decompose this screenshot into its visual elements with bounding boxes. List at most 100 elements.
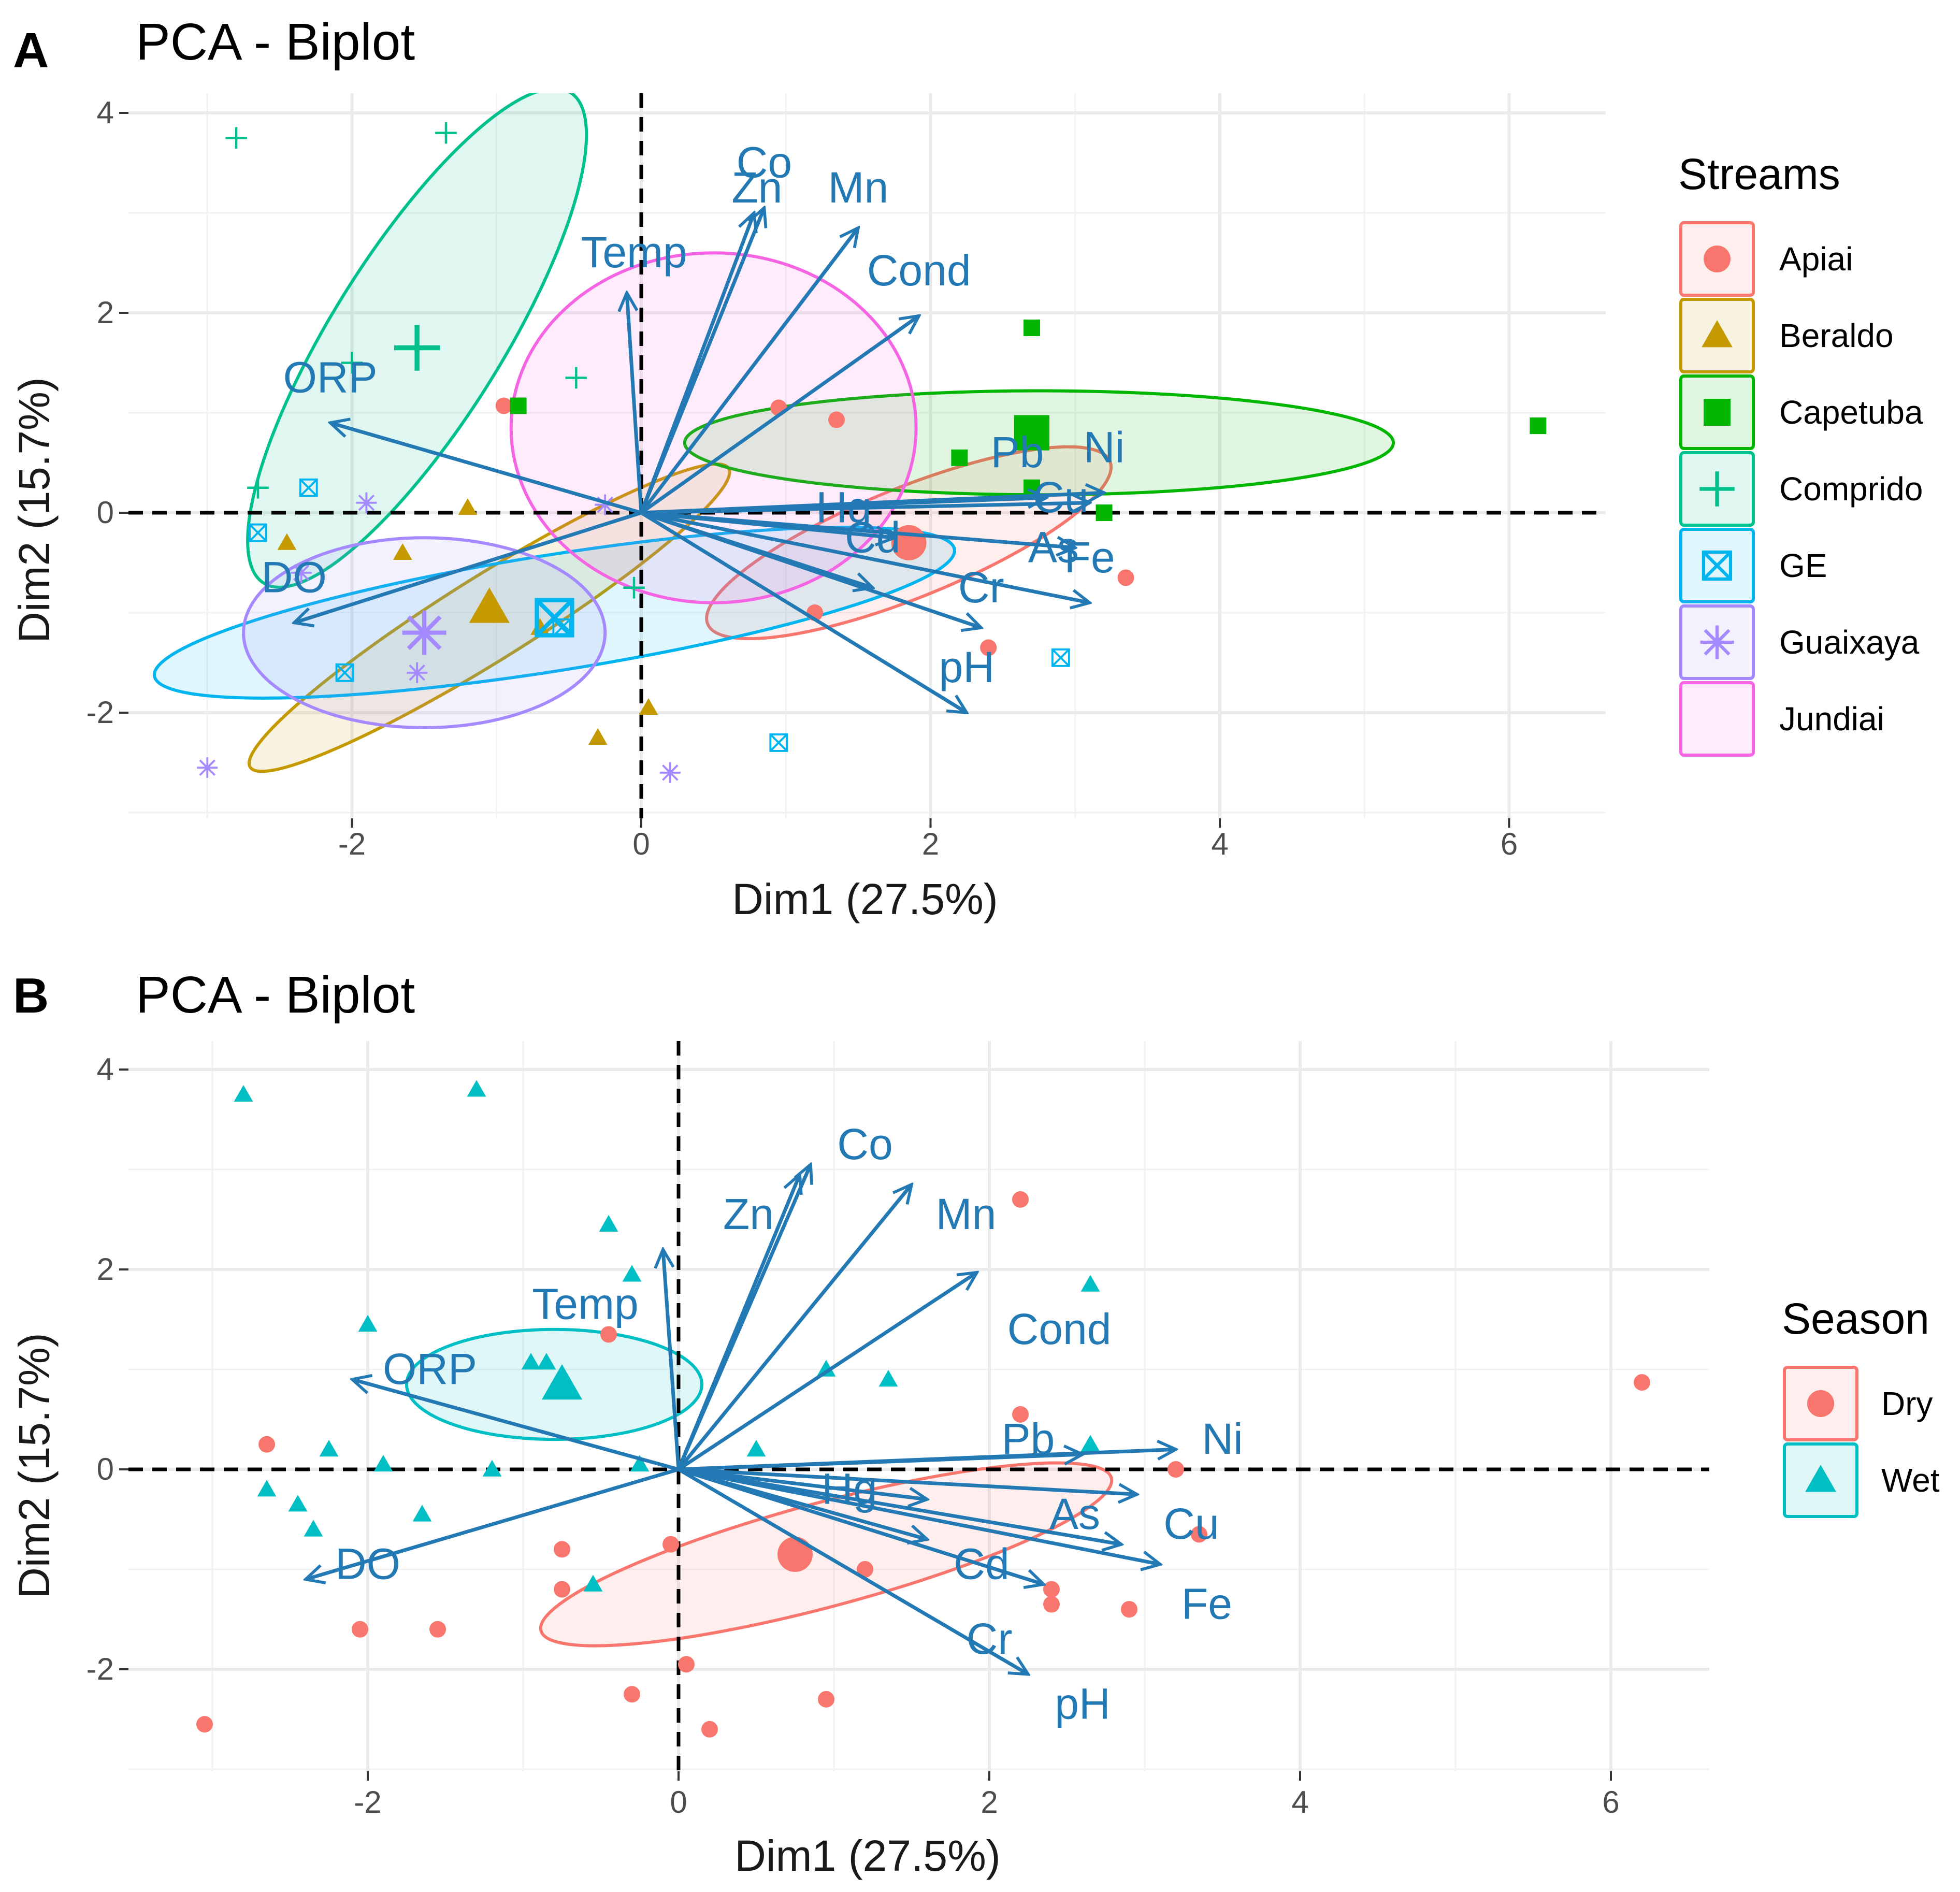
panel-b-point-wet	[537, 1353, 556, 1370]
panel-b-legend: Dry Wet	[1783, 1366, 1940, 1518]
panel-a-title: PCA - Biplot	[136, 13, 415, 71]
panel-b-point-dry	[1191, 1526, 1207, 1543]
panel-b-legend-title: Season	[1782, 1294, 1929, 1343]
panel-a-point-capetuba	[1530, 417, 1547, 435]
panel-a-x-tick-label: 2	[922, 827, 939, 861]
panel-a-point-capetuba	[1096, 504, 1113, 521]
panel-a-point-capetuba	[510, 397, 527, 414]
panel-a-point-beraldo	[458, 498, 478, 515]
panel-a-y-tick-label: 2	[97, 295, 114, 330]
panel-a-y-tick-label: 0	[97, 495, 114, 530]
panel-a-point-apiai	[1117, 569, 1134, 586]
panel-a-legend-label-jundiai: Jundiai	[1779, 700, 1884, 738]
panel-a-arrow-as	[641, 511, 1075, 548]
panel-a-variable-label-cr: Cr	[958, 563, 1004, 612]
panel-a-variable-label-hg: Hg	[816, 483, 871, 531]
panel-b-point-dry	[600, 1326, 617, 1343]
panel-a-legend: Apiai Beraldo Capetuba Comprido GE Guaixaya Ju…	[1679, 221, 1923, 757]
panel-a-legend-symbol-ge	[1702, 550, 1733, 581]
panel-b-variable-label-cr: Cr	[967, 1614, 1013, 1663]
panel-b-point-wet	[583, 1575, 603, 1592]
panel-a-arrow-temp	[627, 293, 643, 513]
panel-a-variable-label-ni: Ni	[1084, 423, 1125, 472]
panel-b-variable-label-ni: Ni	[1202, 1414, 1243, 1463]
panel-b-legend-item-wet: Wet	[1783, 1442, 1940, 1518]
panel-b-point-wet	[467, 1080, 486, 1097]
panel-b-point-wet	[358, 1315, 378, 1332]
panel-b-variable-label-orp: ORP	[383, 1345, 477, 1393]
panel-a-variable-label-zn: Zn	[731, 163, 782, 212]
panel-b-point-wet	[319, 1440, 339, 1457]
panel-a-legend-item-comprido: Comprido	[1679, 451, 1923, 527]
panel-b-point-dry	[1043, 1596, 1060, 1613]
panel-a-group-mean-beraldo	[469, 587, 510, 623]
panel-b-point-wet	[482, 1460, 502, 1477]
panel-b-point-dry	[1012, 1406, 1029, 1423]
panel-b-legend-item-dry: Dry	[1783, 1366, 1933, 1441]
panel-a-point-comprido	[435, 122, 457, 144]
panel-b-point-dry	[662, 1536, 679, 1553]
panel-a-arrow-cu	[641, 503, 1090, 515]
panel-b-y-tick-label: 4	[97, 1052, 114, 1087]
panel-a-point-comprido	[225, 127, 247, 149]
panel-b-variable-label-as: As	[1049, 1490, 1100, 1538]
panel-b-x-tick-label: 6	[1602, 1785, 1619, 1819]
panel-b-variable-label-mn: Mn	[936, 1190, 997, 1238]
panel-b-arrow-cond	[678, 1273, 977, 1471]
panel-a-variable-label-as: As	[1028, 523, 1079, 572]
panel-b-point-dry	[1121, 1601, 1137, 1618]
panel-a-variable-label-temp: Temp	[581, 228, 687, 277]
panel-a-legend-label-capetuba: Capetuba	[1779, 394, 1923, 431]
panel-b-title: PCA - Biplot	[136, 966, 415, 1024]
panel-a-y-tick-label: -2	[87, 695, 114, 730]
panel-b-arrow-orp	[352, 1379, 679, 1471]
panel-b-plot-background	[128, 1041, 1709, 1771]
panel-a-variable-label-fe: Fe	[1064, 533, 1115, 582]
panel-a-gridlines	[128, 93, 1606, 818]
panel-a-x-tick-label: 6	[1501, 827, 1518, 861]
panel-a-variable-label-co: Co	[737, 138, 792, 187]
panel-a-x-tick-label: 0	[632, 827, 650, 861]
panel-b-point-wet	[622, 1265, 642, 1282]
panel-b-point-dry	[554, 1581, 570, 1598]
panel-b-arrow-zn	[676, 1175, 800, 1470]
panel-b-point-dry	[701, 1721, 718, 1738]
panel-a-point-apiai	[980, 639, 997, 656]
panel-b-group-mean-dry	[777, 1537, 813, 1572]
panel-b-point-wet	[746, 1440, 766, 1457]
panel-b-point-wet	[412, 1505, 432, 1522]
panel-b-point-wet	[599, 1215, 618, 1232]
panel-a-variable-label-cu: Cu	[1033, 473, 1088, 522]
panel-a-plot-background	[128, 93, 1606, 818]
panel-b-point-wet	[878, 1369, 898, 1387]
panel-b-point-wet	[1080, 1275, 1100, 1292]
panel-b-plot: -20246-2024CoZnMnTempCondORPPbNiHgAsCuCd…	[87, 1041, 1709, 1819]
panel-a-x-axis-title: Dim1 (27.5%)	[732, 875, 998, 923]
panel-a-point-apiai	[828, 411, 845, 428]
panel-a-legend-title: Streams	[1678, 150, 1840, 198]
panel-a-group-mean-guaixaya	[402, 611, 446, 655]
panel-b-point-dry	[196, 1716, 213, 1733]
panel-b-legend-label-wet: Wet	[1881, 1462, 1940, 1499]
panel-a-point-beraldo	[393, 543, 412, 560]
panel-a-point-ge	[335, 663, 354, 682]
panel-b-legend-symbol-dry	[1807, 1390, 1834, 1417]
panel-b-variable-label-cu: Cu	[1163, 1499, 1219, 1548]
panel-a-legend-item-jundiai: Jundiai	[1679, 681, 1884, 757]
panel-a-legend-item-ge: GE	[1679, 528, 1827, 603]
panel-a-arrow-ph	[640, 511, 967, 713]
panel-a-ellipse-jundiai	[509, 251, 918, 604]
panel-a-point-guaixaya	[197, 757, 218, 778]
panel-a-legend-key-jundiai	[1679, 681, 1755, 757]
panel-a-arrow-cr	[640, 511, 981, 628]
panel-a-point-beraldo	[639, 698, 658, 715]
panel-a-point-guaixaya	[356, 492, 377, 513]
panel-b-letter: B	[13, 968, 49, 1023]
panel-a-variable-label-pb: Pb	[991, 428, 1044, 476]
panel-a-x-tick-label: 4	[1211, 827, 1228, 861]
panel-a-point-guaixaya	[291, 562, 312, 583]
panel-b-point-wet	[304, 1520, 323, 1537]
panel-a-legend-symbol-guaixaya	[1700, 625, 1734, 659]
panel-a-point-ge	[299, 478, 318, 497]
